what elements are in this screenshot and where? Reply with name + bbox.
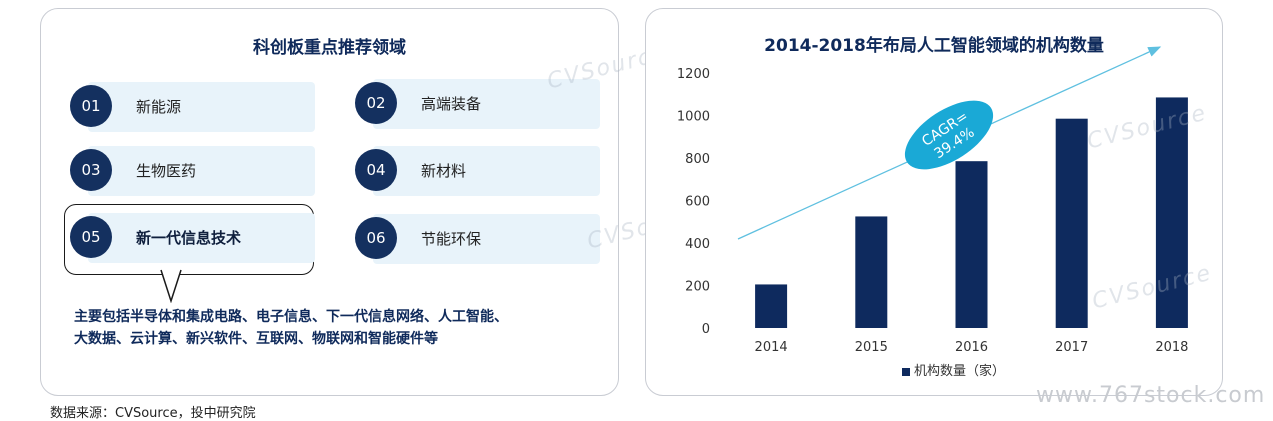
bar-2017 xyxy=(1055,118,1088,328)
callout-tail xyxy=(160,269,182,303)
focus-item-label: 生物医药 xyxy=(136,162,197,180)
focus-item-number: 04 xyxy=(355,149,397,191)
x-tick-label: 2015 xyxy=(855,340,888,355)
y-tick-label: 800 xyxy=(685,152,710,167)
focus-item-01: 01 新能源 xyxy=(70,82,315,132)
description-line-1: 主要包括半导体和集成电路、电子信息、下一代信息网络、人工智能、 xyxy=(74,309,508,325)
focus-item-04: 04 新材料 xyxy=(355,146,600,196)
focus-item-label: 新能源 xyxy=(136,98,182,116)
focus-item-number: 01 xyxy=(70,85,112,127)
focus-item-bar xyxy=(88,146,315,196)
focus-areas-title: 科创板重点推荐领域 xyxy=(253,38,406,58)
x-tick-label: 2016 xyxy=(955,340,988,355)
chart-legend: 机构数量（家） xyxy=(902,360,1005,379)
bar-2014 xyxy=(755,284,788,328)
focus-item-bar xyxy=(373,79,600,129)
focus-item-05: 05 新一代信息技术 xyxy=(70,213,315,263)
source-note: 数据来源：CVSource，投中研究院 xyxy=(50,406,256,421)
focus-item-label: 节能环保 xyxy=(421,230,482,248)
y-tick-label: 400 xyxy=(685,237,710,252)
y-tick-label: 1200 xyxy=(677,67,710,82)
site-watermark: www.767stock.com xyxy=(1036,383,1266,408)
focus-item-bar xyxy=(373,146,600,196)
bar-2016 xyxy=(955,161,988,328)
focus-item-02: 02 高端装备 xyxy=(355,79,600,129)
chart-title: 2014-2018年布局人工智能领域的机构数量 xyxy=(764,36,1104,56)
focus-item-number: 06 xyxy=(355,217,397,259)
focus-item-03: 03 生物医药 xyxy=(70,146,315,196)
focus-item-label: 新材料 xyxy=(421,162,467,180)
focus-item-label: 新一代信息技术 xyxy=(136,229,242,247)
focus-item-bar xyxy=(88,213,315,263)
focus-item-bar xyxy=(88,82,315,132)
y-tick-label: 0 xyxy=(702,322,710,337)
y-tick-label: 1000 xyxy=(677,110,710,125)
x-tick-label: 2018 xyxy=(1155,340,1188,355)
legend-swatch xyxy=(902,367,910,376)
description-line-2: 大数据、云计算、新兴软件、互联网、物联网和智能硬件等 xyxy=(74,331,438,347)
cagr-callout: CAGR=39.4% xyxy=(904,100,994,170)
focus-areas-panel: 科创板重点推荐领域 01 新能源 02 高端装备 03 生物医药 04 新材料 … xyxy=(40,8,710,396)
focus-item-number: 05 xyxy=(70,216,112,258)
y-tick-label: 200 xyxy=(685,280,710,295)
focus-item-number: 02 xyxy=(355,82,397,124)
y-tick-label: 600 xyxy=(685,195,710,210)
bar-2018 xyxy=(1155,97,1188,328)
focus-item-06: 06 节能环保 xyxy=(355,214,600,264)
x-tick-label: 2014 xyxy=(755,340,788,355)
cagr-ellipse xyxy=(904,100,994,170)
focus-item-label: 高端装备 xyxy=(421,95,482,113)
bar-2015 xyxy=(855,216,888,328)
focus-item-number: 03 xyxy=(70,149,112,191)
legend-label: 机构数量（家） xyxy=(914,364,1006,379)
bar-chart: 0 200 400 600 800 1000 1200 2014 2015 2016 2017 201… xyxy=(677,46,1188,355)
chart-panel: 2014-2018年布局人工智能领域的机构数量 0 200 400 600 800 100… xyxy=(645,8,1223,396)
focus-item-bar xyxy=(373,214,600,264)
x-tick-label: 2017 xyxy=(1055,340,1088,355)
